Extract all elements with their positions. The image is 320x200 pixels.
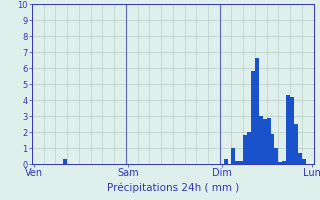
Bar bbox=[231, 148, 236, 164]
X-axis label: Précipitations 24h ( mm ): Précipitations 24h ( mm ) bbox=[107, 182, 239, 193]
Bar bbox=[251, 71, 255, 164]
Bar bbox=[243, 135, 247, 164]
Bar bbox=[278, 162, 282, 164]
Bar bbox=[282, 161, 286, 164]
Bar bbox=[255, 58, 259, 164]
Bar bbox=[298, 153, 302, 164]
Bar bbox=[239, 161, 243, 164]
Bar bbox=[259, 116, 263, 164]
Bar bbox=[271, 134, 275, 164]
Bar bbox=[224, 159, 228, 164]
Bar bbox=[302, 159, 306, 164]
Bar bbox=[267, 118, 271, 164]
Bar bbox=[263, 119, 267, 164]
Bar bbox=[286, 95, 290, 164]
Bar bbox=[294, 124, 298, 164]
Bar bbox=[236, 161, 239, 164]
Bar bbox=[290, 97, 294, 164]
Bar bbox=[63, 159, 67, 164]
Bar bbox=[275, 148, 278, 164]
Bar bbox=[247, 132, 251, 164]
